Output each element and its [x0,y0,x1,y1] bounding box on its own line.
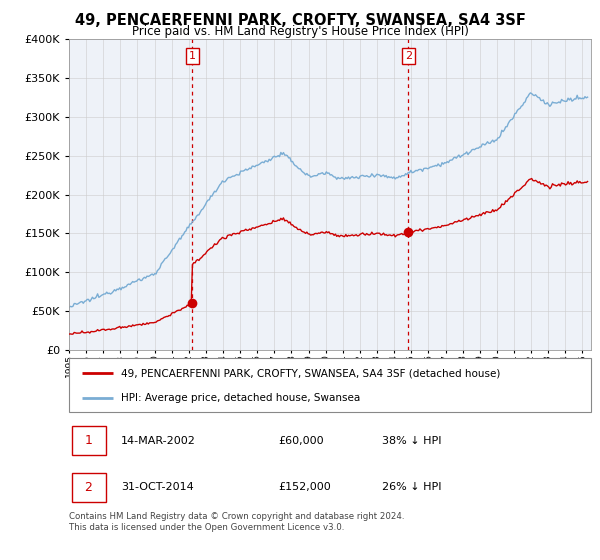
Text: 14-MAR-2002: 14-MAR-2002 [121,436,196,446]
Text: £152,000: £152,000 [278,482,331,492]
Text: 49, PENCAERFENNI PARK, CROFTY, SWANSEA, SA4 3SF (detached house): 49, PENCAERFENNI PARK, CROFTY, SWANSEA, … [121,368,500,379]
Text: 1: 1 [189,51,196,61]
Text: £60,000: £60,000 [278,436,323,446]
Text: 49, PENCAERFENNI PARK, CROFTY, SWANSEA, SA4 3SF: 49, PENCAERFENNI PARK, CROFTY, SWANSEA, … [74,13,526,29]
Text: 31-OCT-2014: 31-OCT-2014 [121,482,194,492]
Text: 1: 1 [85,434,92,447]
FancyBboxPatch shape [69,358,591,412]
Text: 38% ↓ HPI: 38% ↓ HPI [382,436,442,446]
FancyBboxPatch shape [71,473,106,502]
FancyBboxPatch shape [71,426,106,455]
Text: Price paid vs. HM Land Registry's House Price Index (HPI): Price paid vs. HM Land Registry's House … [131,25,469,38]
Text: Contains HM Land Registry data © Crown copyright and database right 2024.
This d: Contains HM Land Registry data © Crown c… [69,512,404,532]
Text: 26% ↓ HPI: 26% ↓ HPI [382,482,442,492]
Text: HPI: Average price, detached house, Swansea: HPI: Average price, detached house, Swan… [121,393,361,403]
Text: 2: 2 [405,51,412,61]
Text: 2: 2 [85,480,92,494]
